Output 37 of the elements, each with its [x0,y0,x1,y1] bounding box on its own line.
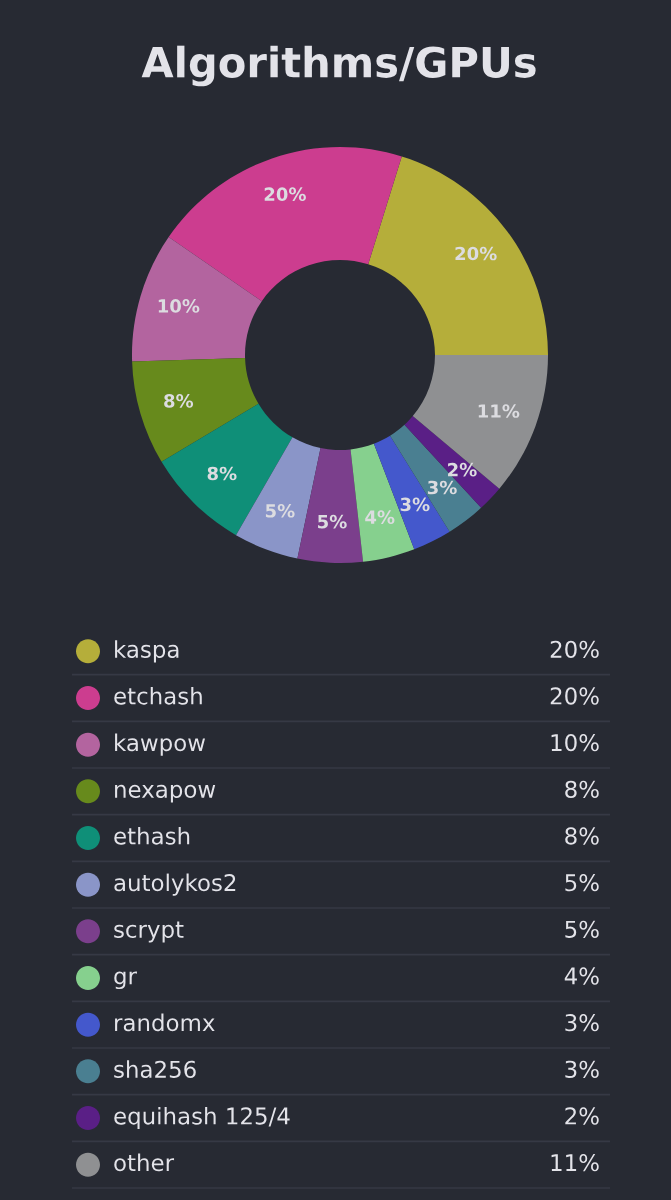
data-label: 5% [265,503,295,518]
text: 2% [565,1107,599,1125]
text: 8% [565,780,599,798]
text: 10% [551,733,599,752]
data-label: 8% [207,466,237,481]
data-label: 3% [427,480,457,495]
legend-label: other [114,1153,175,1172]
legend-label: ethash [114,826,190,845]
text: 20% [550,640,599,658]
legend-label: kaspa [115,640,179,663]
legend-label: autolykos2 [114,873,236,896]
data-label: 8% [164,394,194,408]
legend-label: equihash 125/4 [114,1106,290,1130]
data-label: 5% [318,514,347,529]
text: 5% [565,920,599,938]
legend-label: sha256 [114,1060,196,1078]
data-label: 4% [365,510,395,524]
text: 11% [551,1153,599,1172]
legend-label: scrypt [114,921,184,943]
text: 20% [550,687,599,705]
text: 5% [565,873,599,892]
chart-title: Algorithms/GPUs [141,45,536,87]
data-label: 2% [448,462,477,477]
legend-label: kawpow [115,733,206,756]
data-label: 3% [400,497,430,512]
text: 3% [565,1013,599,1032]
data-label: 20% [455,246,497,261]
text: 8% [565,827,599,845]
data-label: 20% [264,187,306,202]
text: 3% [565,1060,599,1078]
legend-label: gr [114,971,137,990]
legend-label: nexapow [115,784,216,803]
legend-label: etchash [114,686,202,705]
text: 4% [564,967,599,985]
legend-label: randomx [115,1013,215,1032]
data-label: 10% [158,299,200,313]
data-label: 11% [478,404,520,418]
